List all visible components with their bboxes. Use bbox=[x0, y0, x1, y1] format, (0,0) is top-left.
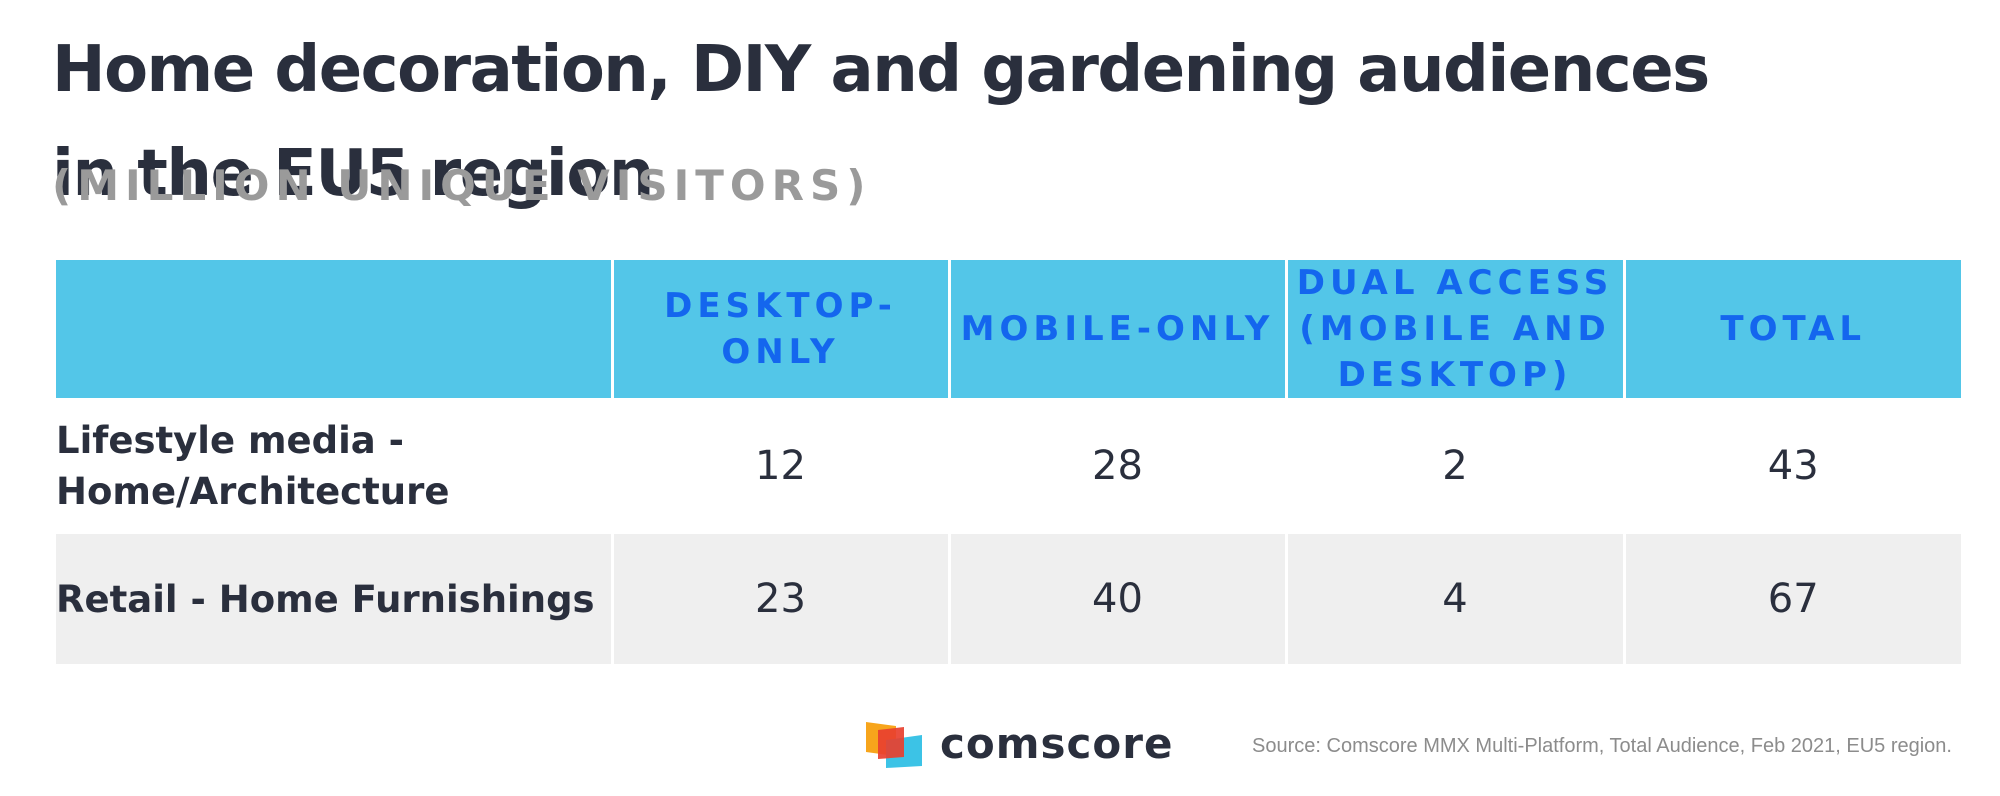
table-row: Lifestyle media - Home/Architecture 12 2… bbox=[56, 398, 1961, 534]
table-header-row: DESKTOP-ONLY MOBILE-ONLY DUAL ACCESS (MO… bbox=[56, 260, 1961, 398]
cell-dual-access: 4 bbox=[1286, 534, 1626, 664]
cell-mobile-only: 28 bbox=[949, 398, 1288, 534]
page-title: Home decoration, DIY and gardening audie… bbox=[52, 33, 1710, 211]
cell-total: 43 bbox=[1767, 443, 1819, 489]
source-note: Source: Comscore MMX Multi-Platform, Tot… bbox=[1252, 735, 1952, 757]
header-cell-empty bbox=[56, 260, 614, 398]
audience-table: DESKTOP-ONLY MOBILE-ONLY DUAL ACCESS (MO… bbox=[56, 260, 1961, 664]
page-subtitle: (MILLION UNIQUE VISITORS) bbox=[52, 161, 872, 210]
header-cell-mobile-only: MOBILE-ONLY bbox=[949, 260, 1288, 398]
cell-dual-access: 2 bbox=[1286, 398, 1626, 534]
cell-total: 67 bbox=[1767, 576, 1819, 622]
comscore-logo-icon bbox=[866, 722, 922, 768]
row-label: Lifestyle media - Home/Architecture bbox=[56, 398, 614, 534]
cell-desktop-only: 12 bbox=[612, 398, 951, 534]
row-label: Retail - Home Furnishings bbox=[56, 534, 614, 664]
cell-mobile-only: 40 bbox=[949, 534, 1288, 664]
cell-desktop-only: 23 bbox=[612, 534, 951, 664]
header-cell-dual-access: DUAL ACCESS (MOBILE AND DESKTOP) bbox=[1286, 260, 1626, 398]
header-cell-desktop-only: DESKTOP-ONLY bbox=[612, 260, 951, 398]
header-cell-total: TOTAL bbox=[1720, 309, 1867, 349]
comscore-logo-text: comscore bbox=[940, 719, 1174, 768]
table-row: Retail - Home Furnishings 23 40 4 67 bbox=[56, 534, 1961, 664]
